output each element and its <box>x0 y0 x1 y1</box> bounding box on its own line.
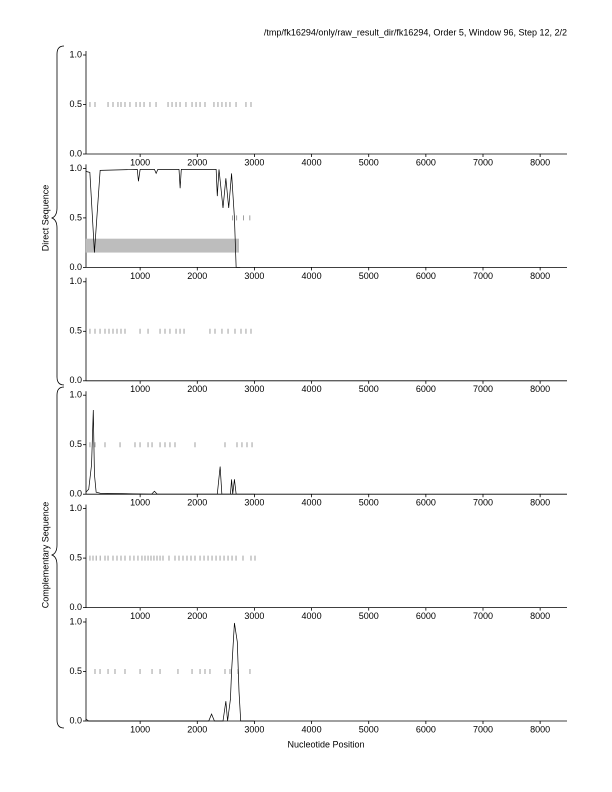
x-tick-label: 2000 <box>187 611 207 621</box>
x-tick-label: 7000 <box>473 271 493 281</box>
y-tick-label: 0.5 <box>69 99 82 109</box>
x-tick-label: 8000 <box>530 157 550 167</box>
x-tick-label: 4000 <box>302 157 322 167</box>
y-tick-label: 0.5 <box>69 326 82 336</box>
y-tick-label: 0.5 <box>69 212 82 222</box>
x-tick-label: 4000 <box>302 271 322 281</box>
x-axis-label: Nucleotide Position <box>287 739 364 749</box>
y-tick-label: 0.5 <box>69 552 82 562</box>
x-tick-label: 5000 <box>359 724 379 734</box>
x-tick-label: 8000 <box>530 611 550 621</box>
x-tick-label: 3000 <box>244 611 264 621</box>
y-tick-label: 1.0 <box>69 49 82 59</box>
y-tick-label: 0.0 <box>69 489 82 499</box>
x-tick-label: 2000 <box>187 157 207 167</box>
x-tick-label: 1000 <box>130 271 150 281</box>
x-tick-label: 8000 <box>530 724 550 734</box>
group-label: Complementary Sequence <box>40 502 50 609</box>
x-tick-label: 7000 <box>473 611 493 621</box>
x-tick-label: 8000 <box>530 384 550 394</box>
y-tick-label: 1.0 <box>69 503 82 513</box>
x-tick-label: 3000 <box>244 384 264 394</box>
group-label: Direct Sequence <box>40 185 50 252</box>
x-tick-label: 2000 <box>187 271 207 281</box>
x-tick-label: 2000 <box>187 498 207 508</box>
x-tick-label: 8000 <box>530 271 550 281</box>
line <box>85 410 255 495</box>
group-brace <box>50 386 65 729</box>
x-tick-label: 1000 <box>130 157 150 167</box>
x-tick-label: 3000 <box>244 157 264 167</box>
y-tick-label: 0.0 <box>69 602 82 612</box>
x-tick-label: 1000 <box>130 611 150 621</box>
y-tick-label: 1.0 <box>69 616 82 626</box>
x-tick-label: 7000 <box>473 498 493 508</box>
x-tick-label: 4000 <box>302 724 322 734</box>
x-tick-label: 4000 <box>302 384 322 394</box>
y-tick-label: 0.0 <box>69 262 82 272</box>
x-tick-label: 3000 <box>244 724 264 734</box>
line <box>85 622 255 722</box>
x-tick-label: 5000 <box>359 384 379 394</box>
x-tick-label: 4000 <box>302 611 322 621</box>
x-tick-label: 6000 <box>416 271 436 281</box>
x-tick-label: 5000 <box>359 157 379 167</box>
x-tick-label: 6000 <box>416 611 436 621</box>
x-tick-label: 7000 <box>473 384 493 394</box>
y-tick-label: 0.5 <box>69 439 82 449</box>
region <box>85 238 239 253</box>
y-tick-label: 1.0 <box>69 163 82 173</box>
y-tick-label: 1.0 <box>69 390 82 400</box>
y-tick-label: 0.0 <box>69 148 82 158</box>
x-tick-label: 6000 <box>416 157 436 167</box>
y-tick-label: 0.0 <box>69 715 82 725</box>
y-tick-label: 0.0 <box>69 375 82 385</box>
y-tick-label: 1.0 <box>69 276 82 286</box>
group-brace <box>50 45 65 386</box>
x-tick-label: 2000 <box>187 724 207 734</box>
line <box>85 169 241 268</box>
x-tick-label: 4000 <box>302 498 322 508</box>
x-tick-label: 7000 <box>473 724 493 734</box>
x-tick-label: 1000 <box>130 498 150 508</box>
x-tick-label: 3000 <box>244 271 264 281</box>
x-tick-label: 5000 <box>359 271 379 281</box>
x-tick-label: 3000 <box>244 498 264 508</box>
x-tick-label: 6000 <box>416 498 436 508</box>
y-tick-label: 0.5 <box>69 666 82 676</box>
x-tick-label: 2000 <box>187 384 207 394</box>
chart-title: /tmp/fk16294/only/raw_result_dir/fk16294… <box>264 27 567 37</box>
x-tick-label: 1000 <box>130 724 150 734</box>
x-tick-label: 8000 <box>530 498 550 508</box>
x-tick-label: 6000 <box>416 724 436 734</box>
x-tick-label: 1000 <box>130 384 150 394</box>
x-tick-label: 6000 <box>416 384 436 394</box>
x-tick-label: 7000 <box>473 157 493 167</box>
x-tick-label: 5000 <box>359 498 379 508</box>
x-tick-label: 5000 <box>359 611 379 621</box>
